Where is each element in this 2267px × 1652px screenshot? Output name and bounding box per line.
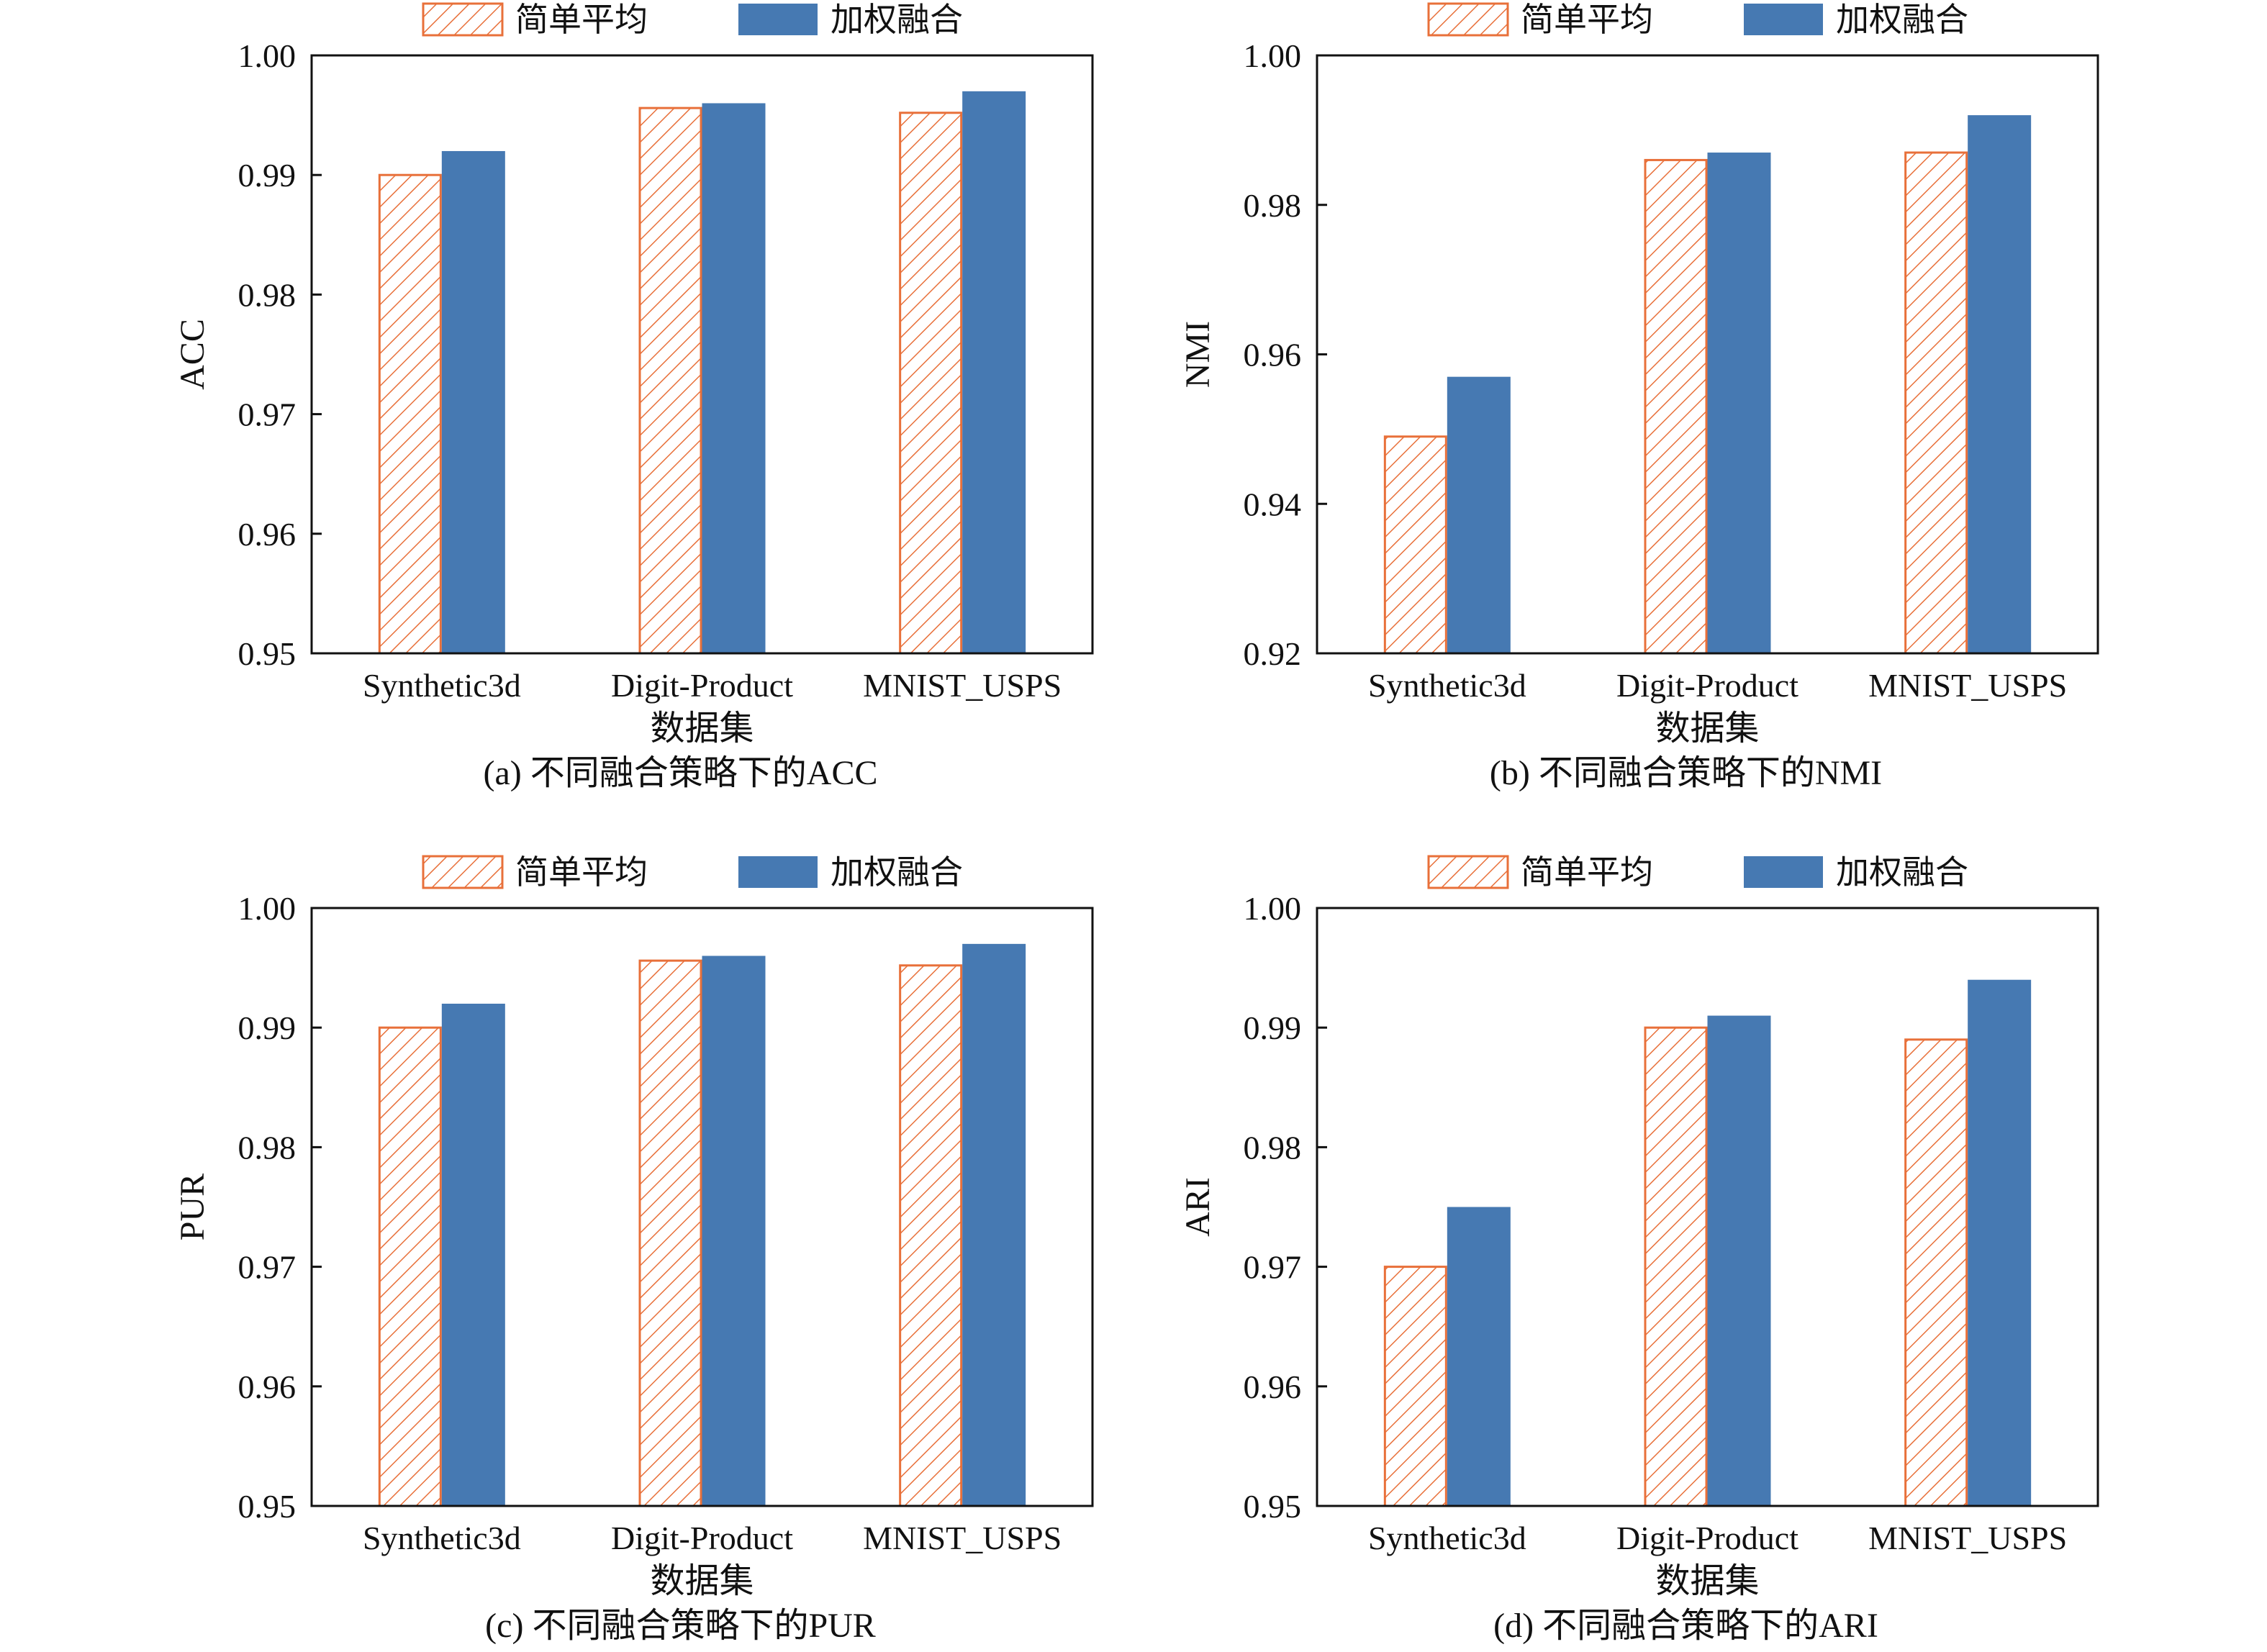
legend-label-simple-average: 简单平均: [515, 0, 648, 39]
bar-weighted-fusion: [962, 943, 1026, 1506]
x-axis-title: 数据集: [1655, 1562, 1759, 1600]
bar-weighted-fusion: [1707, 153, 1771, 654]
y-tick-label: 0.98: [238, 1129, 297, 1166]
bar-simple-average: [899, 112, 963, 655]
bar-weighted-fusion: [441, 150, 505, 653]
bar-simple-average: [1383, 435, 1447, 655]
bar-simple-average: [1904, 1038, 1968, 1507]
bar-weighted-fusion: [702, 103, 766, 654]
bar-simple-average: [899, 964, 963, 1507]
bar-simple-average: [1644, 158, 1708, 655]
y-tick-label: 0.95: [238, 635, 297, 672]
bar-simple-average: [378, 1026, 442, 1507]
bar-weighted-fusion: [441, 1003, 505, 1506]
y-tick-label: 0.96: [238, 1369, 297, 1405]
bar-weighted-fusion: [1707, 1015, 1771, 1506]
x-tick-label: Synthetic3d: [363, 667, 521, 704]
y-tick-label: 0.92: [1244, 635, 1302, 672]
chart-panel-c: 简单平均 加权融合 Synthetic3d Digit-Product MNIST_US…: [173, 853, 1094, 1645]
legend-label-simple-average: 简单平均: [1521, 853, 1653, 891]
legend-label-weighted-fusion: 加权融合: [831, 0, 963, 39]
x-tick-label: MNIST_USPS: [1868, 667, 2067, 704]
y-tick-label: 0.98: [238, 276, 297, 313]
legend-swatch-weighted-fusion: [1744, 4, 1823, 35]
chart-panel-d: 简单平均 加权融合 Synthetic3d Digit-Product MNIST_US…: [1179, 853, 2099, 1645]
y-tick-label: 0.99: [238, 1009, 297, 1046]
y-tick-label: 1.00: [238, 890, 297, 927]
x-tick-label: Digit-Product: [1616, 1520, 1798, 1556]
legend: 简单平均 加权融合: [422, 0, 963, 39]
chart-panel-b: 简单平均 加权融合 Synthetic3d Digit-Product MNIST_US…: [1179, 0, 2099, 792]
bar-weighted-fusion: [702, 956, 766, 1506]
y-tick-label: 0.97: [238, 396, 297, 433]
bar-simple-average: [638, 106, 702, 655]
y-tick-label: 0.97: [238, 1249, 297, 1286]
plot-frame: [1316, 907, 2099, 1507]
bar-weighted-fusion: [1968, 115, 2032, 654]
bar-weighted-fusion: [1968, 979, 2032, 1506]
plot-frame: [310, 54, 1094, 655]
y-tick-label: 0.96: [1244, 337, 1302, 373]
x-tick-label: Synthetic3d: [1368, 1520, 1526, 1556]
legend: 简单平均 加权融合: [1427, 0, 1968, 39]
legend-swatch-simple-average: [1427, 855, 1509, 889]
legend-swatch-simple-average: [1427, 2, 1509, 37]
y-axis-title: NMI: [1179, 321, 1217, 388]
legend-label-simple-average: 简单平均: [515, 853, 648, 891]
legend-label-weighted-fusion: 加权融合: [831, 853, 963, 891]
bar-simple-average: [1904, 151, 1968, 655]
legend-swatch-weighted-fusion: [1744, 856, 1823, 888]
legend-label-simple-average: 简单平均: [1521, 0, 1653, 39]
y-tick-label: 0.95: [1244, 1488, 1302, 1525]
y-axis-title: ACC: [173, 319, 212, 390]
legend: 简单平均 加权融合: [422, 853, 963, 891]
panel-caption: (b) 不同融合策略下的NMI: [1490, 754, 1882, 792]
legend-label-weighted-fusion: 加权融合: [1836, 853, 1968, 891]
x-tick-label: MNIST_USPS: [863, 667, 1062, 704]
bar-simple-average: [1644, 1026, 1708, 1507]
panel-caption: (a) 不同融合策略下的ACC: [484, 754, 878, 792]
legend-swatch-simple-average: [422, 855, 504, 889]
legend-label-weighted-fusion: 加权融合: [1836, 0, 1968, 39]
panel-caption: (c) 不同融合策略下的PUR: [485, 1607, 876, 1645]
y-tick-label: 0.97: [1244, 1249, 1302, 1286]
y-tick-label: 0.96: [1244, 1369, 1302, 1405]
legend-swatch-weighted-fusion: [738, 4, 818, 35]
y-axis-title: PUR: [173, 1174, 212, 1240]
x-tick-label: Digit-Product: [1616, 667, 1798, 704]
x-axis-title: 数据集: [650, 1562, 754, 1600]
y-tick-label: 0.99: [238, 157, 297, 194]
bar-simple-average: [638, 959, 702, 1507]
y-tick-label: 1.00: [1244, 890, 1302, 927]
legend: 简单平均 加权融合: [1427, 853, 1968, 891]
y-axis-title: ARI: [1179, 1177, 1217, 1237]
x-tick-label: Digit-Product: [611, 667, 793, 704]
x-tick-label: Synthetic3d: [363, 1520, 521, 1556]
x-tick-label: Synthetic3d: [1368, 667, 1526, 704]
y-tick-label: 0.99: [1244, 1009, 1302, 1046]
bar-weighted-fusion: [1447, 376, 1511, 653]
x-axis-title: 数据集: [650, 709, 754, 748]
bar-weighted-fusion: [1447, 1207, 1511, 1506]
bar-weighted-fusion: [962, 91, 1026, 654]
chart-panel-a: 简单平均 加权融合 Synthetic3d Digit-Product MNIST_US…: [173, 0, 1094, 792]
y-tick-label: 0.98: [1244, 1129, 1302, 1166]
x-tick-label: MNIST_USPS: [1868, 1520, 2067, 1556]
bar-simple-average: [378, 173, 442, 655]
y-tick-label: 0.98: [1244, 187, 1302, 224]
y-tick-label: 0.95: [238, 1488, 297, 1525]
y-tick-label: 1.00: [1244, 37, 1302, 74]
plot-frame: [310, 907, 1094, 1507]
x-tick-label: Digit-Product: [611, 1520, 793, 1556]
x-tick-label: MNIST_USPS: [863, 1520, 1062, 1556]
legend-swatch-simple-average: [422, 2, 504, 37]
y-tick-label: 0.94: [1244, 486, 1302, 522]
legend-swatch-weighted-fusion: [738, 856, 818, 888]
x-axis-title: 数据集: [1655, 709, 1759, 748]
bar-simple-average: [1383, 1266, 1447, 1507]
y-tick-label: 1.00: [238, 37, 297, 74]
y-tick-label: 0.96: [238, 516, 297, 553]
panel-caption: (d) 不同融合策略下的ARI: [1493, 1607, 1878, 1645]
